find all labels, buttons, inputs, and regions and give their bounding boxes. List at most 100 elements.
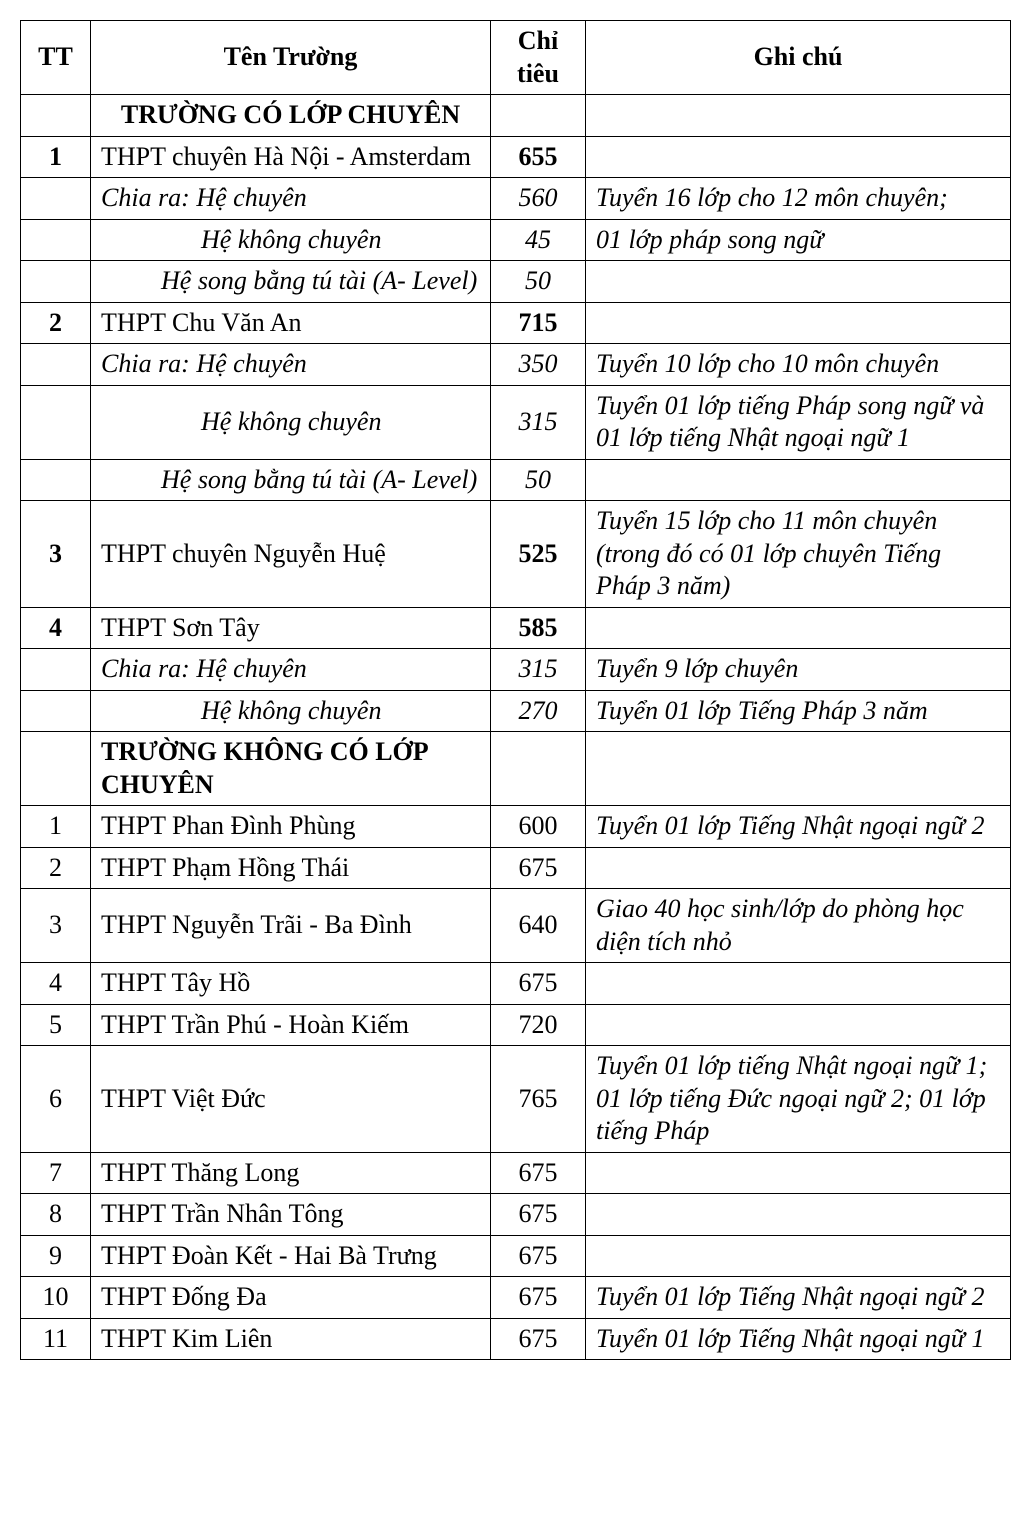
cell-note: Tuyển 01 lớp Tiếng Nhật ngoại ngữ 2 <box>586 1277 1011 1319</box>
table-row: 8THPT Trần Nhân Tông675 <box>21 1194 1011 1236</box>
cell-chi-tieu: 600 <box>491 806 586 848</box>
cell-note: Tuyển 01 lớp Tiếng Nhật ngoại ngữ 1 <box>586 1318 1011 1360</box>
cell-name: THPT Đống Đa <box>91 1277 491 1319</box>
cell-name: Chia ra: Hệ chuyên <box>91 178 491 220</box>
cell-name: THPT Nguyễn Trãi - Ba Đình <box>91 889 491 963</box>
cell-chi-tieu: 525 <box>491 501 586 608</box>
table-row: 1THPT chuyên Hà Nội - Amsterdam655 <box>21 136 1011 178</box>
cell-chi-tieu: 675 <box>491 1318 586 1360</box>
table-row: 4THPT Sơn Tây585 <box>21 607 1011 649</box>
cell-note <box>586 963 1011 1005</box>
cell-name: Hệ không chuyên <box>91 385 491 459</box>
cell-name: THPT Phan Đình Phùng <box>91 806 491 848</box>
cell-chi-tieu: 715 <box>491 302 586 344</box>
cell-note <box>586 95 1011 137</box>
cell-tt: 5 <box>21 1004 91 1046</box>
table-row: Hệ song bằng tú tài (A- Level)50 <box>21 459 1011 501</box>
table-row: TRƯỜNG KHÔNG CÓ LỚP CHUYÊN <box>21 732 1011 806</box>
cell-name: THPT Chu Văn An <box>91 302 491 344</box>
cell-name: TRƯỜNG CÓ LỚP CHUYÊN <box>91 95 491 137</box>
cell-tt <box>21 649 91 691</box>
cell-name: THPT Sơn Tây <box>91 607 491 649</box>
cell-chi-tieu: 350 <box>491 344 586 386</box>
table-row: 10THPT Đống Đa675Tuyển 01 lớp Tiếng Nhật… <box>21 1277 1011 1319</box>
cell-note <box>586 1152 1011 1194</box>
cell-name: Hệ không chuyên <box>91 219 491 261</box>
cell-chi-tieu: 765 <box>491 1046 586 1153</box>
cell-tt: 1 <box>21 806 91 848</box>
table-row: 5THPT Trần Phú - Hoàn Kiếm720 <box>21 1004 1011 1046</box>
cell-note: Tuyển 01 lớp tiếng Pháp song ngữ và 01 l… <box>586 385 1011 459</box>
cell-chi-tieu: 675 <box>491 847 586 889</box>
table-row: 9THPT Đoàn Kết - Hai Bà Trưng675 <box>21 1235 1011 1277</box>
cell-note: Tuyển 15 lớp cho 11 môn chuyên (trong đó… <box>586 501 1011 608</box>
cell-chi-tieu: 315 <box>491 385 586 459</box>
cell-tt <box>21 732 91 806</box>
cell-chi-tieu: 50 <box>491 459 586 501</box>
cell-name: Hệ song bằng tú tài (A- Level) <box>91 459 491 501</box>
table-row: Hệ không chuyên45 01 lớp pháp song ngữ <box>21 219 1011 261</box>
table-header-row: TT Tên Trường Chỉ tiêu Ghi chú <box>21 21 1011 95</box>
cell-note: 01 lớp pháp song ngữ <box>586 219 1011 261</box>
table-row: 3THPT Nguyễn Trãi - Ba Đình640Giao 40 họ… <box>21 889 1011 963</box>
cell-tt <box>21 385 91 459</box>
cell-name: THPT Tây Hồ <box>91 963 491 1005</box>
cell-note <box>586 302 1011 344</box>
cell-tt: 10 <box>21 1277 91 1319</box>
col-ct: Chỉ tiêu <box>491 21 586 95</box>
table-row: Chia ra: Hệ chuyên350Tuyển 10 lớp cho 10… <box>21 344 1011 386</box>
table-row: Chia ra: Hệ chuyên560Tuyển 16 lớp cho 12… <box>21 178 1011 220</box>
cell-note: Tuyển 01 lớp Tiếng Nhật ngoại ngữ 2 <box>586 806 1011 848</box>
cell-note <box>586 1004 1011 1046</box>
table-row: Hệ không chuyên270Tuyển 01 lớp Tiếng Phá… <box>21 690 1011 732</box>
cell-note: Tuyển 01 lớp Tiếng Pháp 3 năm <box>586 690 1011 732</box>
cell-chi-tieu: 50 <box>491 261 586 303</box>
cell-name: THPT Trần Nhân Tông <box>91 1194 491 1236</box>
cell-chi-tieu: 675 <box>491 1152 586 1194</box>
cell-tt: 11 <box>21 1318 91 1360</box>
table-row: 6THPT Việt Đức765Tuyển 01 lớp tiếng Nhật… <box>21 1046 1011 1153</box>
col-tt: TT <box>21 21 91 95</box>
cell-note <box>586 136 1011 178</box>
cell-tt: 6 <box>21 1046 91 1153</box>
cell-tt: 3 <box>21 501 91 608</box>
cell-tt <box>21 178 91 220</box>
cell-note: Tuyển 16 lớp cho 12 môn chuyên; <box>586 178 1011 220</box>
cell-chi-tieu: 675 <box>491 1235 586 1277</box>
school-quota-table: TT Tên Trường Chỉ tiêu Ghi chú TRƯỜNG CÓ… <box>20 20 1011 1360</box>
cell-tt: 7 <box>21 1152 91 1194</box>
cell-name: Chia ra: Hệ chuyên <box>91 649 491 691</box>
cell-tt: 2 <box>21 302 91 344</box>
cell-note <box>586 1194 1011 1236</box>
table-row: 2THPT Chu Văn An715 <box>21 302 1011 344</box>
cell-chi-tieu: 655 <box>491 136 586 178</box>
cell-name: THPT Đoàn Kết - Hai Bà Trưng <box>91 1235 491 1277</box>
table-row: 2THPT Phạm Hồng Thái675 <box>21 847 1011 889</box>
cell-chi-tieu <box>491 95 586 137</box>
cell-note <box>586 459 1011 501</box>
cell-chi-tieu: 585 <box>491 607 586 649</box>
cell-name: Hệ song bằng tú tài (A- Level) <box>91 261 491 303</box>
cell-chi-tieu: 45 <box>491 219 586 261</box>
table-row: 1THPT Phan Đình Phùng600Tuyển 01 lớp Tiế… <box>21 806 1011 848</box>
cell-tt <box>21 261 91 303</box>
cell-tt <box>21 690 91 732</box>
table-row: Hệ không chuyên315Tuyển 01 lớp tiếng Phá… <box>21 385 1011 459</box>
cell-chi-tieu: 675 <box>491 963 586 1005</box>
cell-chi-tieu: 640 <box>491 889 586 963</box>
cell-tt: 2 <box>21 847 91 889</box>
cell-chi-tieu: 675 <box>491 1277 586 1319</box>
cell-note: Giao 40 học sinh/lớp do phòng học diện t… <box>586 889 1011 963</box>
cell-name: THPT Trần Phú - Hoàn Kiếm <box>91 1004 491 1046</box>
col-name: Tên Trường <box>91 21 491 95</box>
cell-name: THPT Thăng Long <box>91 1152 491 1194</box>
table-row: 11THPT Kim Liên675Tuyển 01 lớp Tiếng Nhậ… <box>21 1318 1011 1360</box>
cell-name: TRƯỜNG KHÔNG CÓ LỚP CHUYÊN <box>91 732 491 806</box>
table-row: Chia ra: Hệ chuyên315Tuyển 9 lớp chuyên <box>21 649 1011 691</box>
col-note: Ghi chú <box>586 21 1011 95</box>
cell-tt: 8 <box>21 1194 91 1236</box>
cell-name: THPT chuyên Hà Nội - Amsterdam <box>91 136 491 178</box>
cell-note <box>586 261 1011 303</box>
cell-tt <box>21 344 91 386</box>
cell-tt: 9 <box>21 1235 91 1277</box>
